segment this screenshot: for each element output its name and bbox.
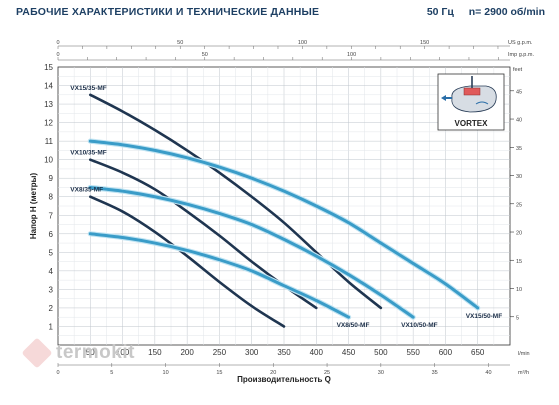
us-tick-label: 150 (420, 40, 429, 46)
right-axis: 5 10 15 20 25 30 35 40 45 feet (510, 67, 523, 321)
x-tick-label: 650 (471, 348, 485, 357)
y-tick-label: 14 (44, 82, 53, 91)
x-axis-title: Производительность Q (237, 375, 331, 384)
series-lines (87, 93, 481, 328)
y-tick-label: 8 (49, 193, 54, 202)
series-label: VX10/35-MF (70, 150, 107, 157)
feet-tick-label: 30 (516, 174, 522, 180)
series-line (88, 185, 415, 319)
x-tick-label: 150 (148, 348, 162, 357)
feet-tick-label: 45 (516, 89, 522, 95)
m3h-tick-label: 35 (432, 370, 438, 376)
chart-title: РАБОЧИЕ ХАРАКТЕРИСТИКИ И ТЕХНИЧЕСКИЕ ДАН… (16, 6, 320, 18)
x-tick-label: 450 (342, 348, 356, 357)
feet-tick-label: 40 (516, 118, 522, 124)
feet-unit-label: feet (513, 67, 523, 73)
y-tick-label: 15 (44, 63, 53, 72)
imp-tick-label: 100 (347, 52, 356, 58)
frequency-label: 50 Гц (426, 6, 454, 18)
y-tick-label: 5 (49, 248, 54, 257)
feet-tick-label: 10 (516, 287, 522, 293)
us-tick-label: 100 (298, 40, 307, 46)
speed-label: n= 2900 об/min (468, 6, 545, 18)
y-tick-label: 7 (49, 211, 54, 220)
feet-tick-label: 15 (516, 259, 522, 265)
y-tick-label: 2 (49, 304, 54, 313)
vortex-inset: VORTEX (437, 73, 505, 131)
y-tick-label: 13 (44, 100, 53, 109)
y-tick-label: 11 (45, 137, 54, 146)
m3h-unit-label: m³/h (518, 370, 529, 376)
us-unit-label: US g.p.m. (508, 40, 533, 46)
x-tick-label: 500 (374, 348, 388, 357)
y-tick-label: 4 (49, 267, 54, 276)
imp-tick-label: 50 (202, 52, 208, 58)
feet-tick-label: 5 (516, 315, 519, 321)
y-tick-label: 3 (49, 285, 54, 294)
us-tick-label: 50 (177, 40, 183, 46)
m3h-tick-label: 5 (110, 370, 113, 376)
watermark: termokit (21, 337, 135, 369)
series-label: VX8/50-MF (337, 322, 370, 329)
x-tick-label: 400 (310, 348, 324, 357)
series-labels: VX8/35-MF VX10/35-MF VX15/35-MF VX8/50-MF VX… (70, 85, 502, 329)
x-axis: 50 100 150 200 250 300 350 400 450 500 550 600 650 l/… (56, 348, 529, 376)
top-axes: 0 50 100 150 US g.p.m. 0 50 100 Imp g.p.m. (56, 40, 534, 61)
feet-tick-label: 25 (516, 202, 522, 208)
x-tick-label: 200 (180, 348, 194, 357)
series-label: VX15/50-MF (466, 313, 503, 320)
y-tick-label: 10 (44, 156, 53, 165)
series-label: VX8/35-MF (70, 187, 103, 194)
series-line (88, 139, 480, 310)
series-label: VX10/50-MF (401, 322, 438, 329)
us-tick-label: 0 (56, 40, 59, 46)
x-tick-label: 100 (116, 348, 130, 357)
m3h-tick-label: 20 (270, 370, 276, 376)
m3h-tick-label: 30 (378, 370, 384, 376)
series-line (88, 195, 286, 328)
series-line (88, 232, 351, 319)
x-tick-label: 600 (439, 348, 453, 357)
y-tick-label: 12 (44, 119, 53, 128)
m3h-tick-label: 25 (324, 370, 330, 376)
inset-label: VORTEX (455, 119, 489, 128)
m3h-tick-label: 0 (56, 370, 59, 376)
feet-tick-label: 20 (516, 231, 522, 237)
watermark-text: termokit (56, 342, 135, 363)
series-label: VX15/35-MF (70, 85, 107, 92)
m3h-tick-label: 10 (163, 370, 169, 376)
imp-unit-label: Imp g.p.m. (508, 52, 534, 58)
imp-tick-label: 0 (56, 52, 59, 58)
y-tick-label: 6 (49, 230, 54, 239)
watermark-logo (21, 337, 53, 369)
x-tick-label: 50 (86, 348, 95, 357)
header-specs: 50 Гц n= 2900 об/min (415, 6, 545, 18)
feet-tick-label: 35 (516, 146, 522, 152)
y-tick-label: 1 (49, 322, 54, 331)
x-tick-label: 250 (213, 348, 227, 357)
y-tick-label: 9 (49, 174, 54, 183)
y-axis-title: Напор H (метры) (29, 173, 38, 240)
x-tick-label: 350 (277, 348, 291, 357)
x-tick-label: 300 (245, 348, 259, 357)
m3h-tick-label: 15 (216, 370, 222, 376)
m3h-tick-label: 40 (485, 370, 491, 376)
x-tick-label: 550 (406, 348, 420, 357)
x-unit-label: l/min (518, 351, 530, 357)
